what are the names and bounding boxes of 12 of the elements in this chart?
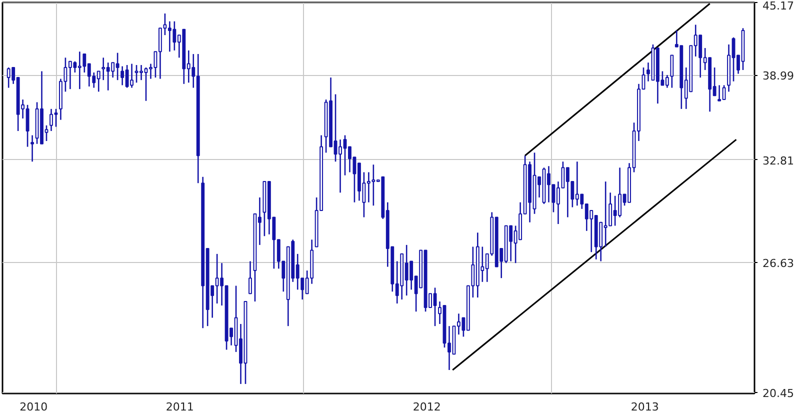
- x-tick-label: 2013: [630, 400, 659, 413]
- x-tick-label: 2012: [412, 400, 441, 413]
- y-tick-label: 26.63: [762, 257, 794, 270]
- candlestick: [30, 134, 34, 162]
- x-tick-label: 2011: [166, 400, 194, 413]
- y-tick-label: 45.17: [762, 0, 794, 12]
- x-tick-label: 2010: [20, 400, 48, 413]
- y-tick-label: 32.81: [762, 154, 794, 168]
- y-tick-label: 20.45: [762, 386, 794, 400]
- candlestick: [248, 260, 252, 294]
- y-tick-label: 38.99: [762, 70, 794, 83]
- candlestick: [670, 54, 674, 88]
